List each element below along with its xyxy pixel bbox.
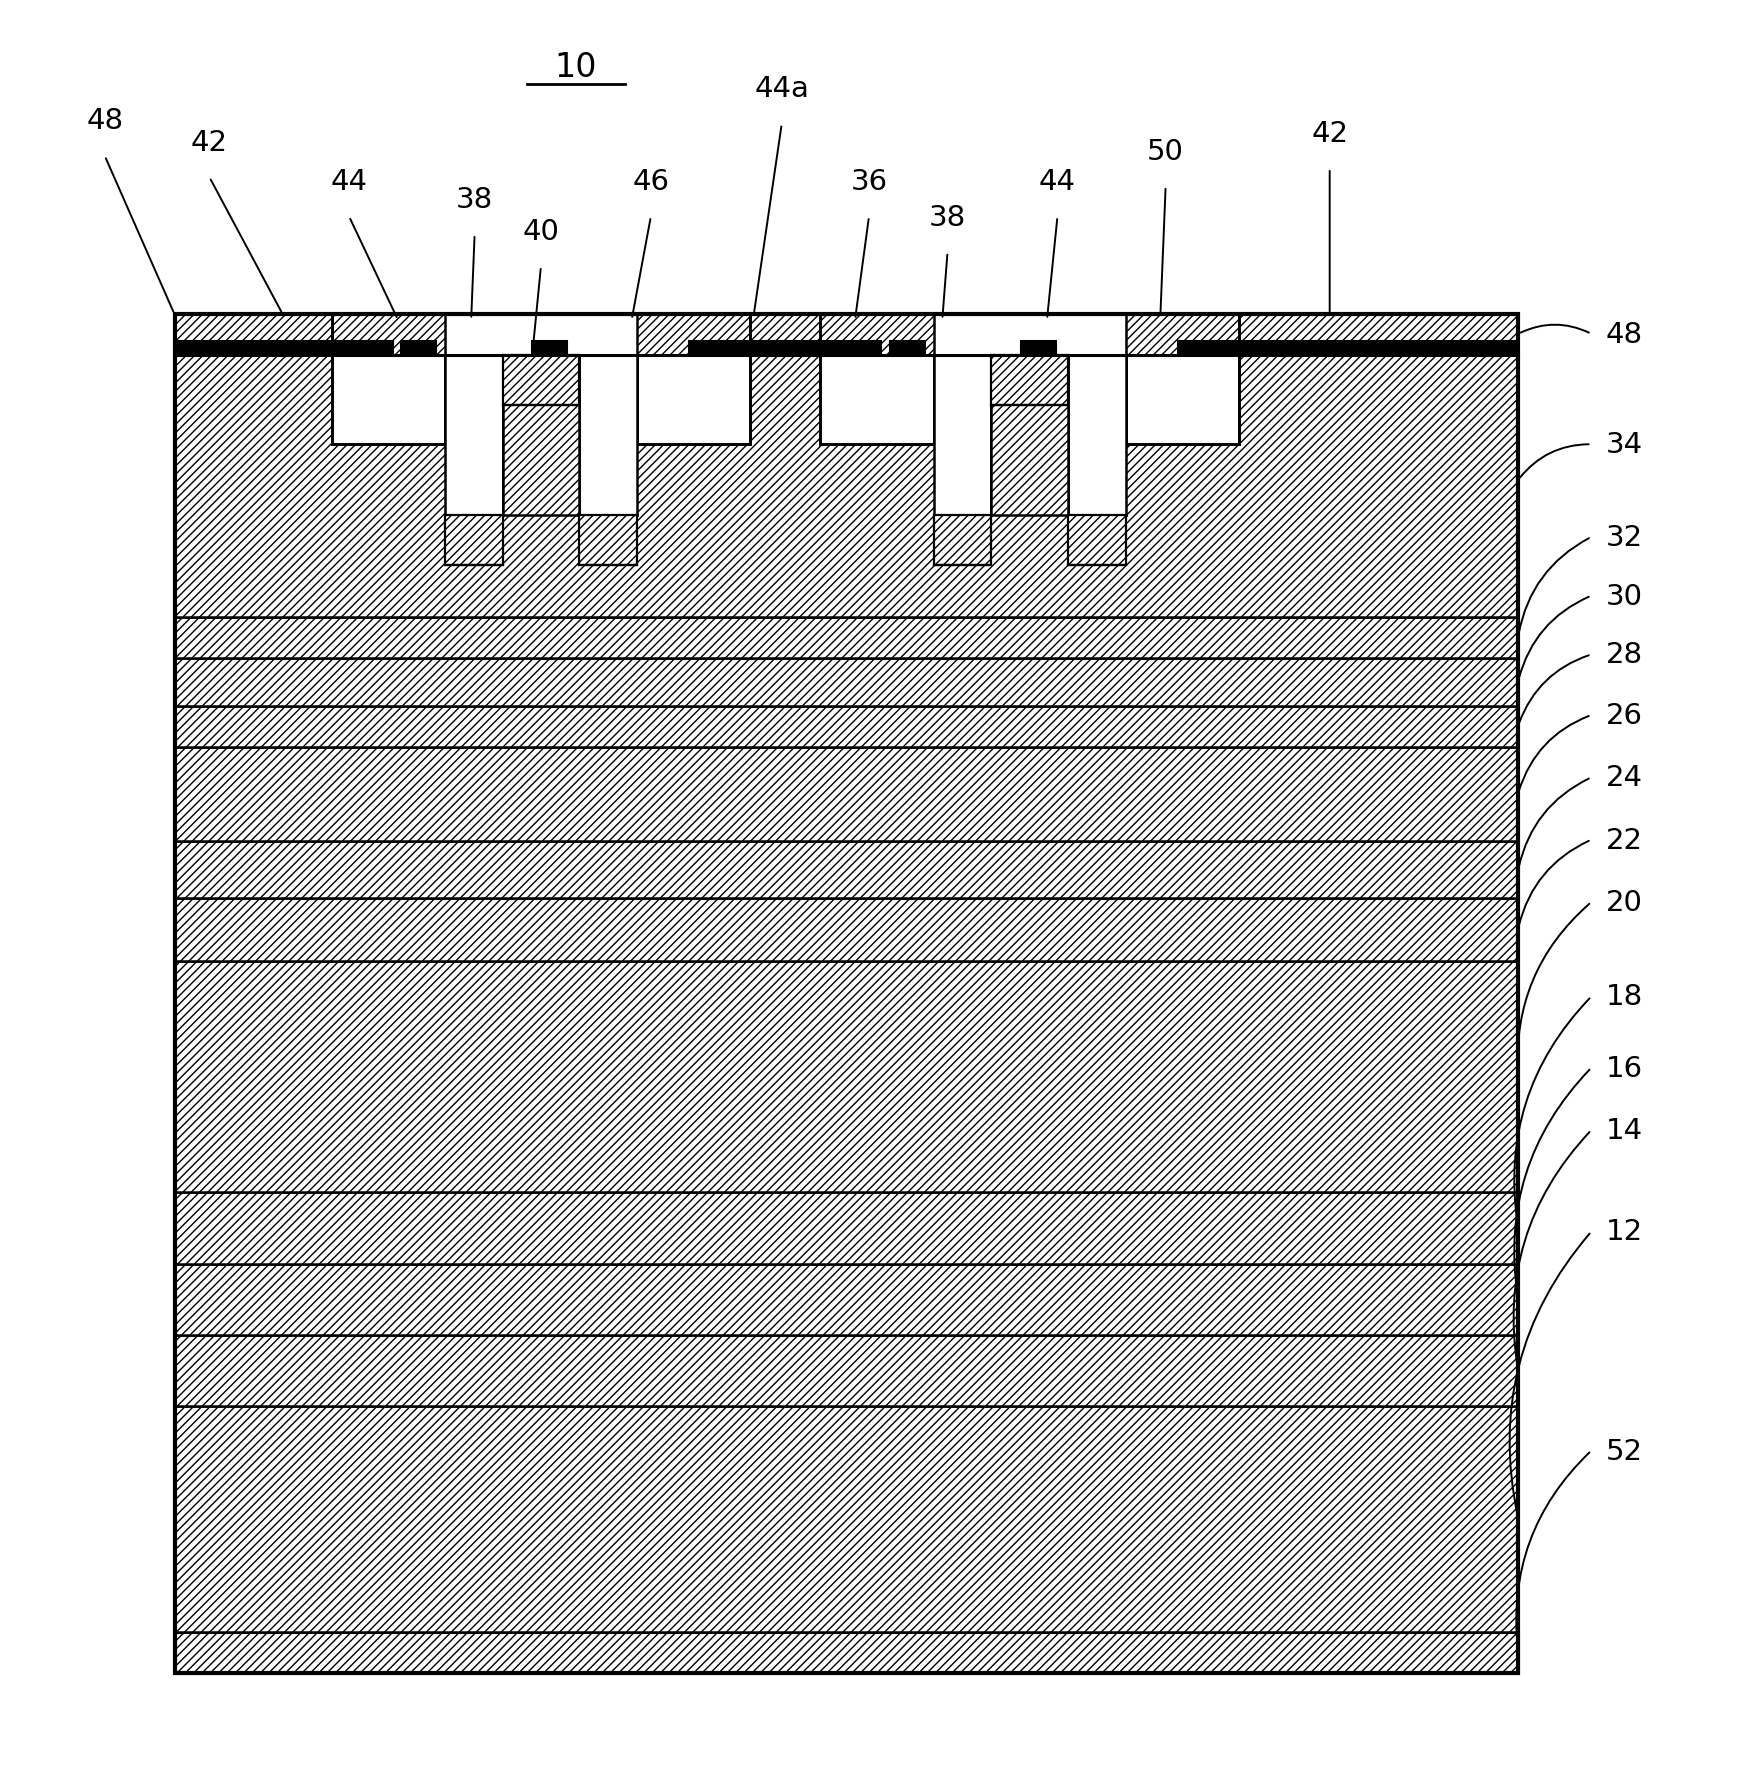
Bar	[1068, 356, 1126, 516]
Bar	[991, 356, 1068, 516]
Bar	[820, 342, 881, 356]
Bar	[934, 516, 991, 566]
Bar	[503, 356, 579, 516]
Text: 28: 28	[1605, 641, 1642, 669]
Bar	[445, 356, 637, 445]
Bar	[174, 961, 1518, 1193]
Text: 26: 26	[1605, 701, 1642, 730]
Text: 30: 30	[1605, 582, 1642, 611]
Bar	[689, 342, 750, 356]
Text: 42: 42	[1310, 119, 1349, 148]
Bar	[637, 356, 750, 445]
Text: 46: 46	[632, 167, 670, 196]
Text: 52: 52	[1605, 1436, 1642, 1465]
Text: 22: 22	[1605, 826, 1642, 854]
Bar	[174, 342, 332, 356]
Text: 24: 24	[1605, 764, 1642, 792]
Bar	[174, 899, 1518, 961]
Bar	[174, 1193, 1518, 1264]
Bar	[332, 315, 445, 356]
Bar	[174, 842, 1518, 899]
Bar	[820, 315, 934, 356]
Bar	[401, 342, 436, 356]
Bar	[890, 342, 925, 356]
Bar	[174, 707, 1518, 748]
Bar	[991, 356, 1068, 406]
Bar	[174, 1335, 1518, 1406]
Text: 50: 50	[1146, 137, 1185, 166]
Bar	[174, 315, 1518, 1673]
Bar	[174, 748, 1518, 842]
Bar	[174, 356, 1518, 618]
Bar	[174, 1406, 1518, 1632]
Bar	[1178, 342, 1239, 356]
Text: 14: 14	[1605, 1116, 1642, 1145]
Bar	[1068, 516, 1126, 566]
Bar	[532, 342, 567, 356]
Bar	[579, 356, 637, 516]
Text: 48: 48	[1605, 320, 1642, 349]
Bar	[579, 516, 637, 566]
Bar	[637, 315, 750, 356]
Text: 36: 36	[850, 167, 888, 196]
Text: 48: 48	[86, 107, 124, 135]
Bar	[445, 516, 503, 566]
Bar	[445, 356, 503, 516]
Bar	[174, 1632, 1518, 1673]
Text: 12: 12	[1605, 1218, 1642, 1246]
Bar	[332, 342, 393, 356]
Bar	[934, 356, 991, 516]
Text: 20: 20	[1605, 888, 1642, 917]
Bar	[750, 342, 820, 356]
Text: 16: 16	[1605, 1054, 1642, 1082]
Text: 44: 44	[1038, 167, 1077, 196]
Text: 44: 44	[330, 167, 368, 196]
Bar	[1126, 315, 1239, 356]
Bar	[174, 315, 332, 356]
Bar	[1239, 315, 1518, 356]
Text: 10: 10	[555, 52, 597, 84]
Bar	[1126, 356, 1239, 445]
Bar	[174, 1264, 1518, 1335]
Bar	[750, 315, 820, 356]
Bar	[1239, 342, 1518, 356]
Text: 32: 32	[1605, 523, 1642, 552]
Text: 40: 40	[522, 217, 560, 246]
Text: 44a: 44a	[754, 75, 810, 103]
Bar	[1021, 342, 1056, 356]
Text: 34: 34	[1605, 431, 1642, 459]
Bar	[934, 356, 1126, 445]
Bar	[174, 659, 1518, 707]
Bar	[820, 356, 934, 445]
Text: 42: 42	[190, 128, 229, 157]
Bar	[174, 618, 1518, 659]
Bar	[332, 356, 445, 445]
Text: 38: 38	[455, 185, 494, 214]
Bar	[503, 356, 579, 406]
Text: 38: 38	[928, 203, 967, 231]
Text: 18: 18	[1605, 983, 1642, 1011]
